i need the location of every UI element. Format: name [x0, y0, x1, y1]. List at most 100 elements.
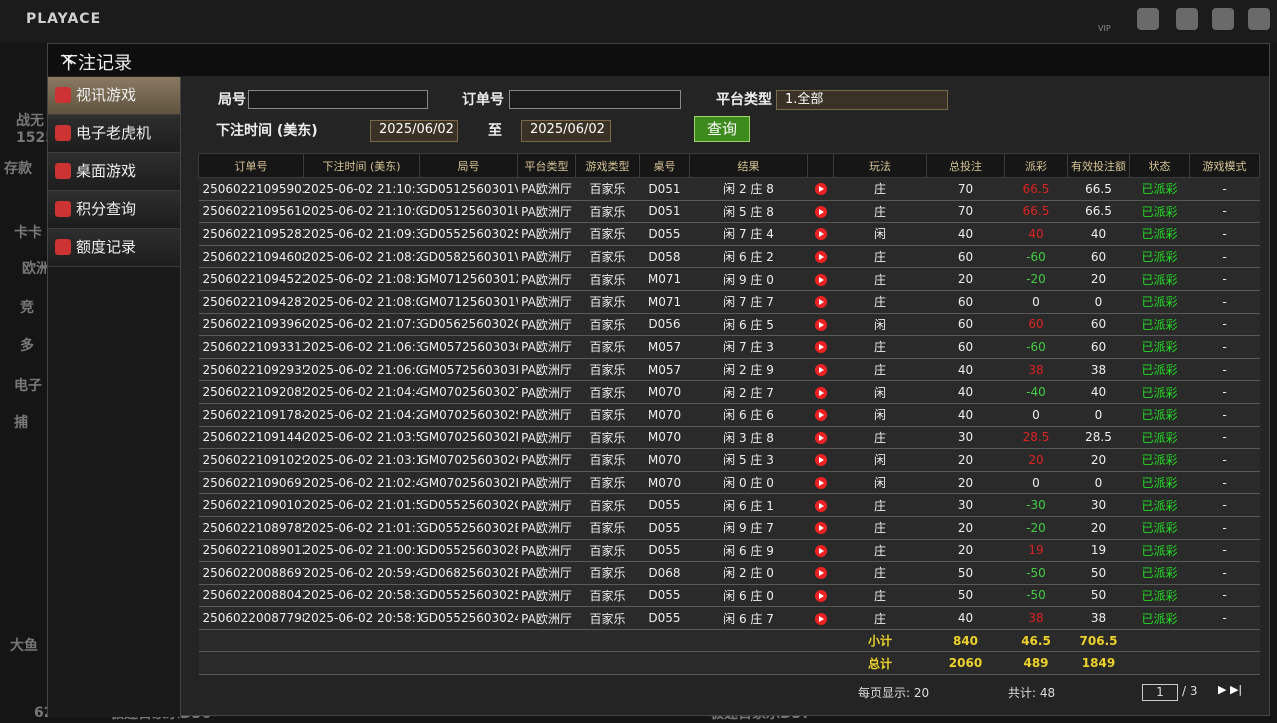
sidebar-item[interactable]: 桌面游戏 — [48, 153, 180, 191]
cell: - — [1189, 448, 1260, 472]
settings-icon[interactable] — [1212, 8, 1234, 30]
replay-button[interactable] — [814, 612, 827, 625]
cell: 已派彩 — [1129, 448, 1190, 472]
replay-button[interactable] — [814, 409, 827, 422]
cell: 百家乐 — [575, 177, 640, 201]
replay-button[interactable] — [814, 454, 827, 467]
background-text: 大鱼 — [10, 638, 38, 654]
cell: -50 — [1004, 561, 1068, 585]
replay-button[interactable] — [814, 499, 827, 512]
replay-button[interactable] — [814, 589, 827, 602]
replay-button[interactable] — [814, 477, 827, 490]
cell: PA欧洲厅 — [517, 245, 576, 269]
cell: 百家乐 — [575, 335, 640, 359]
cell: 2025-06-02 20:58:39 — [303, 584, 420, 608]
page-total: / 3 — [1182, 684, 1198, 698]
column-header: 局号 — [419, 153, 518, 178]
cell: 20 — [1004, 448, 1068, 472]
cell: 70 — [926, 200, 1005, 224]
bet-row: 2506022109561002025-06-02 21:10:07GD0512… — [198, 200, 1260, 224]
cell: 250602210914462 — [198, 426, 304, 450]
cell: M057 — [639, 335, 690, 359]
cell: GM0702560302R — [419, 426, 518, 450]
replay-button[interactable] — [814, 251, 827, 264]
cell: 60 — [926, 245, 1005, 269]
cell: 百家乐 — [575, 358, 640, 382]
replay-button[interactable] — [814, 228, 827, 241]
cell: GM0712560301X — [419, 267, 518, 291]
cell: 闲 7 庄 3 — [689, 335, 808, 359]
platform-label: 平台类型 — [716, 92, 772, 108]
cell: 250602210901038 — [198, 493, 304, 517]
cell: GD05525603024 — [419, 606, 518, 630]
cell: 250602210890121 — [198, 539, 304, 563]
replay-button[interactable] — [814, 273, 827, 286]
cell: GM0702560302T — [419, 380, 518, 404]
message-icon[interactable] — [1248, 8, 1270, 30]
replay-button[interactable] — [814, 544, 827, 557]
cell: 闲 2 庄 8 — [689, 177, 808, 201]
cell: 已派彩 — [1129, 222, 1190, 246]
order-input[interactable] — [509, 90, 681, 109]
cell: M071 — [639, 290, 690, 314]
cell: 百家乐 — [575, 313, 640, 337]
replay-button[interactable] — [814, 183, 827, 196]
platform-select[interactable]: 1.全部 — [776, 90, 948, 110]
cell: D055 — [639, 493, 690, 517]
cell: PA欧洲厅 — [517, 267, 576, 291]
sidebar-icon — [55, 201, 71, 217]
replay-button[interactable] — [814, 341, 827, 354]
cell: 百家乐 — [575, 606, 640, 630]
dialog-header: 下注记录 × — [48, 44, 1269, 76]
cell: 百家乐 — [575, 290, 640, 314]
pager-arrows[interactable]: ▶ ▶| — [1218, 683, 1243, 696]
replay-button[interactable] — [814, 364, 827, 377]
cell: 已派彩 — [1129, 335, 1190, 359]
replay-button[interactable] — [814, 431, 827, 444]
cell: GD0582560301V — [419, 245, 518, 269]
cell: 庄 — [833, 177, 927, 201]
cell: - — [1189, 539, 1260, 563]
column-header: 总投注 — [926, 153, 1005, 178]
music-icon[interactable] — [1176, 8, 1198, 30]
replay-button[interactable] — [814, 296, 827, 309]
column-header: 下注时间 (美东) — [303, 153, 420, 178]
round-input[interactable] — [248, 90, 428, 109]
column-header: 派彩 — [1004, 153, 1068, 178]
background-text: 捕 — [14, 415, 28, 431]
date-from[interactable]: 2025/06/02 — [370, 120, 458, 142]
cell: GD0512560301V — [419, 177, 518, 201]
cell: 66.5 — [1004, 177, 1068, 201]
cell: -20 — [1004, 267, 1068, 291]
cell: GM0712560301W — [419, 290, 518, 314]
replay-cell — [807, 335, 834, 359]
cell: 250602210933133 — [198, 335, 304, 359]
sidebar-item[interactable]: 积分查询 — [48, 191, 180, 229]
replay-button[interactable] — [814, 205, 827, 218]
sidebar-icon — [55, 125, 71, 141]
column-header: 状态 — [1129, 153, 1190, 178]
replay-button[interactable] — [814, 386, 827, 399]
vip-label[interactable]: VIP — [1098, 24, 1111, 33]
replay-cell — [807, 471, 834, 495]
replay-button[interactable] — [814, 318, 827, 331]
query-button[interactable]: 查询 — [694, 116, 750, 142]
replay-button[interactable] — [814, 567, 827, 580]
page-input[interactable]: 1 — [1142, 684, 1178, 701]
cell: 闲 2 庄 9 — [689, 358, 808, 382]
cell: 闲 6 庄 7 — [689, 606, 808, 630]
sidebar-item[interactable]: 电子老虎机 — [48, 115, 180, 153]
replay-button[interactable] — [814, 522, 827, 535]
bet-row: 2506022109528382025-06-02 21:09:34GD0552… — [198, 222, 1260, 246]
close-button[interactable]: × — [60, 49, 76, 70]
cell: 250602210942874 — [198, 290, 304, 314]
replay-cell — [807, 222, 834, 246]
sidebar-item[interactable]: 视讯游戏 — [48, 77, 180, 115]
cell: 已派彩 — [1129, 313, 1190, 337]
background-text: 多 — [20, 338, 34, 354]
bet-row: 2506022109396602025-06-02 21:07:32GD0562… — [198, 313, 1260, 337]
date-to[interactable]: 2025/06/02 — [521, 120, 611, 142]
sidebar-item[interactable]: 额度记录 — [48, 229, 180, 267]
cell: 百家乐 — [575, 584, 640, 608]
chat-icon[interactable] — [1137, 8, 1159, 30]
